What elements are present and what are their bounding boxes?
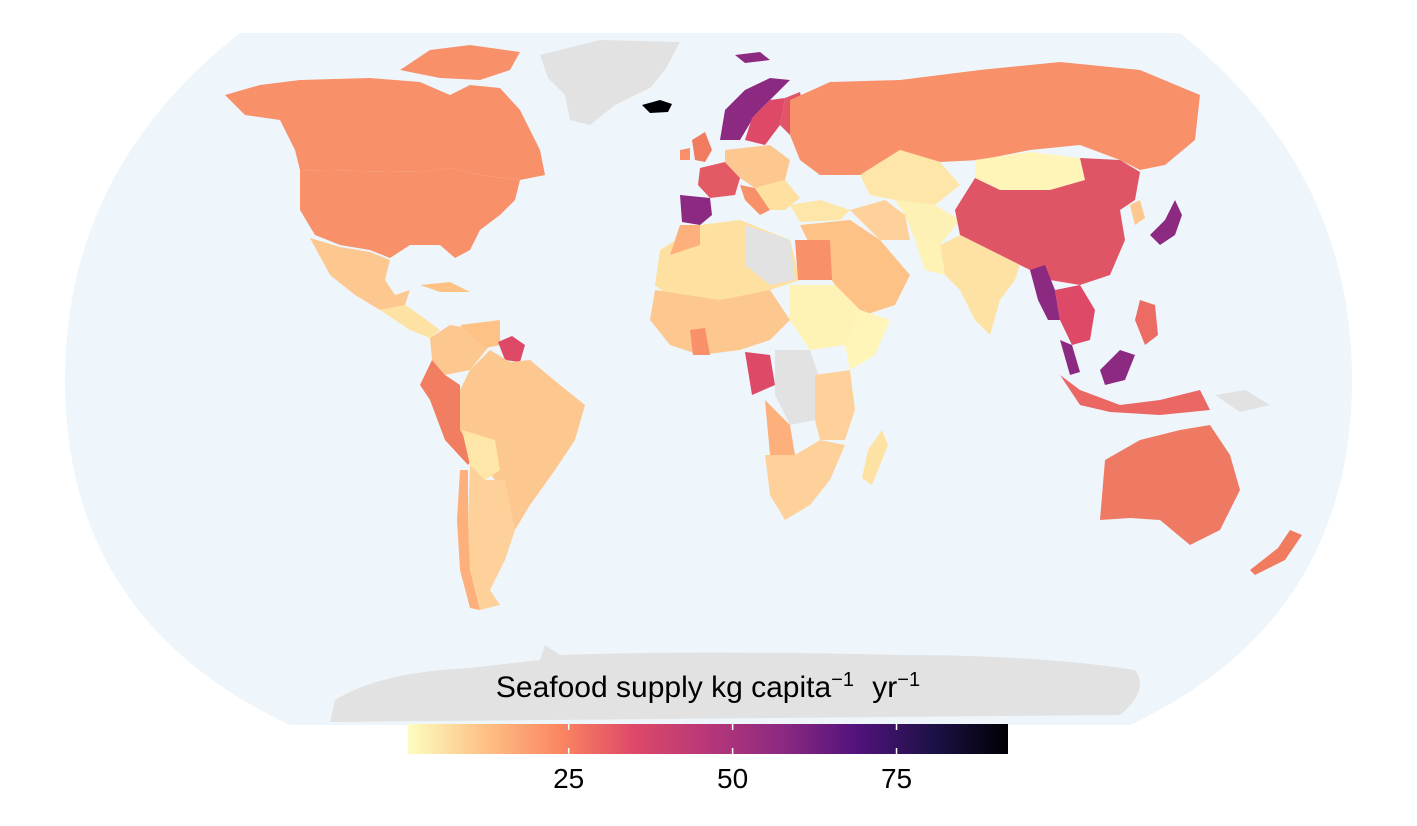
country-russia [790,62,1200,175]
country-philippines [1135,300,1158,345]
country-brazil [455,350,585,530]
country-kazakhstan [860,150,960,205]
country-iran [850,200,910,240]
country-madagascar [862,430,888,485]
country-iceland [642,100,672,113]
country-sudan [790,285,860,350]
country-congo [775,350,820,425]
country-sweden [745,98,785,145]
legend-title: Seafood supply kg capita−1 yr−1 [496,669,920,704]
country-angola [765,400,795,455]
country-usa [300,168,520,258]
country-canada-islands [400,45,520,80]
country-turkey [790,200,850,222]
country-southern-africa [765,440,845,520]
country-peru [420,360,475,465]
country-new-zealand [1250,530,1302,575]
country-argentina [468,465,515,610]
country-canada [225,78,545,180]
country-ghana [690,328,710,355]
country-mexico [310,238,410,310]
country-west-africa [650,290,790,355]
country-libya-chad [745,225,795,285]
legend-tick-label: 50 [717,763,748,794]
country-indonesia [1060,375,1210,415]
country-iberia [680,195,712,225]
legend-title-sup2: −1 [897,669,920,691]
country-chile [457,470,480,610]
country-central-asia [895,200,960,245]
country-guianas [498,336,525,362]
legend-title-mid: yr [864,671,897,704]
country-cuba [420,282,470,292]
country-australia [1100,425,1240,545]
legend-tick-label: 25 [553,763,584,794]
legend-colorbar [408,724,1008,754]
country-east-africa [815,370,855,440]
country-horn [845,310,890,370]
country-venezuela [460,320,500,348]
legend-title-sup1: −1 [831,669,854,691]
country-new-guinea [1215,390,1270,412]
country-greenland [540,40,680,125]
country-ireland [680,148,690,160]
country-central-europe [725,145,790,188]
country-egypt [795,240,832,280]
country-korea [1130,200,1145,225]
country-malay-peninsula [1060,340,1080,375]
country-borneo [1100,350,1135,385]
country-central-america [380,305,440,338]
country-antarctica [330,645,1140,722]
country-italy [740,185,770,215]
country-japan [1150,200,1182,245]
legend: Seafood supply kg capita−1 yr−1 25 50 75 [408,669,1008,794]
country-svalbard [735,52,770,63]
country-bolivia [462,430,500,480]
country-gabon-cameroon [745,352,775,395]
country-morocco [670,225,700,255]
country-uk [692,132,712,162]
country-mongolia [975,152,1085,190]
country-myanmar [1030,265,1060,320]
country-thailand-vietnam [1055,285,1095,345]
legend-title-main: Seafood supply kg capita [496,671,832,704]
country-india [940,235,1020,335]
legend-ticks: 25 50 75 [553,724,912,794]
country-france [698,162,740,198]
legend-tick-label: 75 [881,763,912,794]
country-balkans [755,180,800,210]
country-norway [720,78,790,140]
country-china [955,158,1140,285]
country-pakistan [915,240,945,275]
